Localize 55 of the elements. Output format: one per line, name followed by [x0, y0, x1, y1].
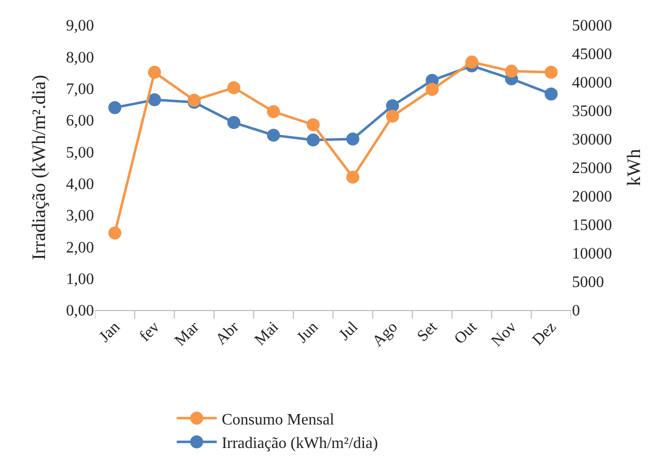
y-tick-label: 5,00 — [66, 144, 94, 162]
x-tick-label: Dez — [529, 318, 560, 349]
y-tick-label: 6,00 — [66, 112, 94, 130]
x-tick-label: Set — [414, 318, 442, 346]
point — [227, 81, 240, 94]
y2-axis-title: kWh — [624, 148, 645, 186]
x-tick-label: Out — [451, 318, 481, 348]
point — [306, 133, 320, 146]
point — [108, 101, 122, 114]
point — [544, 88, 558, 101]
point — [465, 56, 478, 69]
point — [267, 128, 280, 142]
point — [386, 110, 399, 123]
x-tick-label: fev — [136, 318, 163, 346]
point — [346, 132, 360, 146]
point — [148, 93, 161, 106]
point — [148, 66, 161, 79]
legend-label: Irradiação (kWh/m²/dia) — [222, 435, 378, 452]
y2-tick-label: 0 — [572, 302, 580, 320]
y-tick-label: 4,00 — [66, 176, 94, 193]
y2-tick-label: 5000 — [572, 274, 604, 292]
point — [267, 105, 280, 118]
point — [426, 82, 439, 96]
y2-tick-label: 40000 — [572, 74, 612, 92]
y-tick-label: 2,00 — [66, 239, 94, 256]
y2-tick-label: 35000 — [572, 103, 612, 120]
y-tick-label: 7,00 — [66, 80, 94, 98]
y2-tick-label: 25000 — [572, 160, 612, 178]
point — [346, 170, 360, 184]
x-tick-label: Nov — [488, 318, 520, 350]
point — [544, 66, 558, 79]
y-axis-title: Irradiação (kWh/m².dia) — [28, 74, 50, 260]
x-tick-label: Jan — [96, 318, 124, 346]
y2-tick-label: 30000 — [572, 132, 612, 149]
point — [306, 118, 320, 132]
x-tick-label: Mai — [252, 318, 282, 349]
x-tick-label: Abr — [212, 318, 243, 348]
y2-tick-label: 10000 — [572, 246, 612, 263]
y-tick-label: 8,00 — [66, 49, 94, 66]
y2-tick-label: 20000 — [572, 188, 612, 206]
y2-tick-label: 45000 — [572, 46, 612, 64]
point — [108, 226, 122, 240]
y-tick-label: 9,00 — [66, 18, 94, 35]
y-tick-label: 3,00 — [66, 208, 94, 225]
x-tick-label: Mar — [172, 318, 204, 350]
point — [227, 116, 240, 130]
y-tick-label: 0,00 — [66, 302, 94, 320]
y2-tick-label: 50000 — [572, 18, 612, 35]
x-tick-label: Jul — [336, 318, 362, 344]
y2-tick-label: 15000 — [572, 217, 612, 234]
y-tick-label: 1,00 — [66, 270, 94, 288]
x-tick-label: Ago — [369, 318, 401, 350]
x-tick-label: Jun — [294, 318, 322, 346]
point — [505, 64, 518, 78]
legend-label: Consumo Mensal — [222, 411, 335, 428]
